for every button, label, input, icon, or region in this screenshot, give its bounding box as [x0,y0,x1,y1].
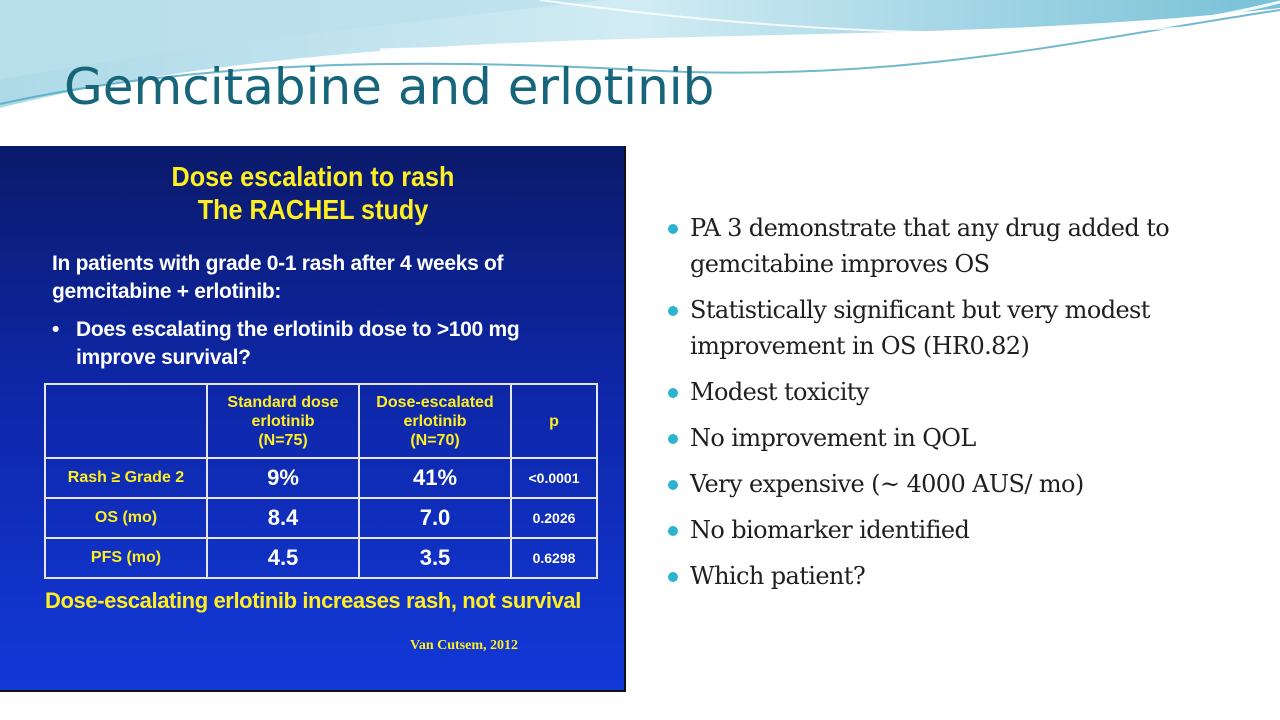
bullet-item: Modest toxicity [668,374,1268,410]
bullet-text: Which patient? [690,562,866,590]
bullet-text: PA 3 demonstrate that any drug added to … [690,214,1170,278]
figure-question: • Does escalating the erlotinib dose to … [52,316,572,372]
figure-citation: Van Cutsem, 2012 [410,638,518,653]
column-header-line: (N=75) [258,431,308,449]
figure-title: Dose escalation to rash The RACHEL study [31,160,594,226]
column-header-line: erlotinib [251,412,315,430]
bullet-dot-icon [668,526,678,536]
table-cell-standard: 9% [206,457,360,499]
column-header-line: Dose-escalated [376,393,494,411]
header-swoosh-decoration [0,0,1280,108]
table-row: Rash ≥ Grade 2 9% 41% <0.0001 [44,457,598,499]
bullet-dot-icon [668,572,678,582]
table-cell-standard: 4.5 [206,537,360,579]
table-column-p-value: p [510,383,598,459]
table-row: OS (mo) 8.4 7.0 0.2026 [44,497,598,539]
table-cell-escalated: 3.5 [358,537,512,579]
figure-title-line-2: The RACHEL study [197,194,429,225]
table-cell-p: 0.2026 [510,497,598,539]
table-row-label: Rash ≥ Grade 2 [44,457,208,499]
bullet-text: No improvement in QOL [690,424,976,452]
table-row: PFS (mo) 4.5 3.5 0.6298 [44,537,598,579]
rachel-study-figure: Dose escalation to rash The RACHEL study… [0,146,626,692]
table-column-dose-escalated: Dose-escalated erlotinib (N=70) [358,383,512,459]
column-header-line: erlotinib [403,412,467,430]
table-column-standard-dose: Standard dose erlotinib (N=75) [206,383,360,459]
question-bullet: • [52,318,60,341]
bullet-item: Which patient? [668,558,1268,594]
bullet-dot-icon [668,224,678,234]
bullet-dot-icon [668,388,678,398]
column-header-line: (N=70) [410,431,460,449]
table-cell-p: 0.6298 [510,537,598,579]
table-row-label: PFS (mo) [44,537,208,579]
table-cell-p: <0.0001 [510,457,598,499]
bullet-dot-icon [668,434,678,444]
bullet-dot-icon [668,480,678,490]
slide-title: Gemcitabine and erlotinib [64,58,715,116]
bullet-text: No biomarker identified [690,516,970,544]
table-corner-cell [44,383,208,459]
table-cell-escalated: 7.0 [358,497,512,539]
question-text: Does escalating the erlotinib dose to >1… [76,318,520,369]
bullet-item: No improvement in QOL [668,420,1268,456]
results-table: Standard dose erlotinib (N=75) Dose-esca… [44,383,598,579]
figure-conclusion: Dose-escalating erlotinib increases rash… [45,588,581,613]
bullet-item: Very expensive (~ 4000 AUS/ mo) [668,466,1268,502]
table-header-row: Standard dose erlotinib (N=75) Dose-esca… [44,383,598,459]
bullet-item: No biomarker identified [668,512,1268,548]
bullet-text: Modest toxicity [690,378,869,406]
table-row-label: OS (mo) [44,497,208,539]
figure-intro-text: In patients with grade 0-1 rash after 4 … [52,252,504,303]
column-header-line: p [549,412,559,430]
figure-title-line-1: Dose escalation to rash [171,161,455,192]
bullet-item: PA 3 demonstrate that any drug added to … [668,210,1268,282]
bullet-text: Statistically significant but very modes… [690,296,1150,360]
bullet-list: PA 3 demonstrate that any drug added to … [668,210,1268,604]
column-header-line: Standard dose [227,393,339,411]
table-cell-escalated: 41% [358,457,512,499]
bullet-text: Very expensive (~ 4000 AUS/ mo) [690,470,1084,498]
table-cell-standard: 8.4 [206,497,360,539]
bullet-item: Statistically significant but very modes… [668,292,1268,364]
bullet-dot-icon [668,306,678,316]
